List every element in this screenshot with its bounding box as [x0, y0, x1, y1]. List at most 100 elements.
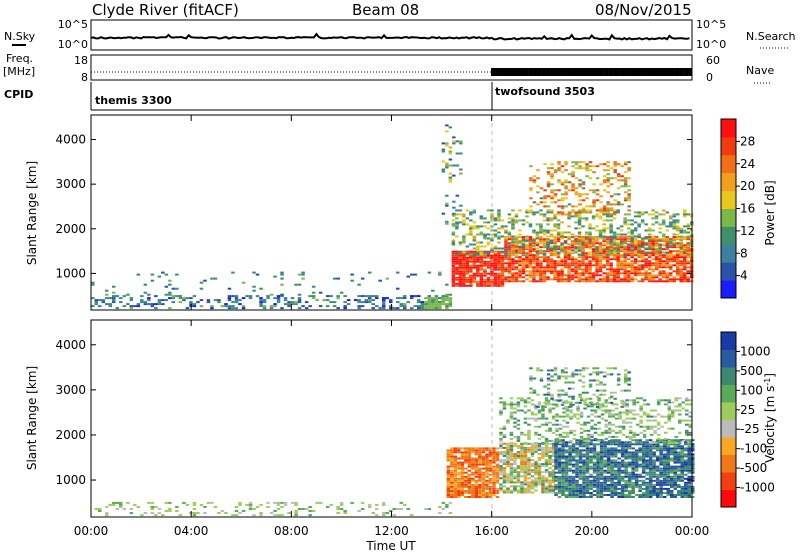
velocity-cell: [294, 503, 298, 506]
power-cell: [577, 266, 582, 269]
power-cell: [486, 264, 491, 267]
velocity-cell: [506, 481, 510, 484]
power-cell: [613, 199, 617, 202]
power-cell: [543, 189, 547, 192]
power-cell: [497, 215, 501, 218]
velocity-cell: [467, 473, 472, 476]
power-cell: [581, 252, 585, 255]
velocity-cell: [611, 435, 615, 438]
velocity-cell: [648, 453, 653, 456]
power-cell: [525, 264, 529, 267]
velocity-cell: [642, 435, 647, 438]
velocity-cell: [245, 503, 249, 506]
velocity-cell: [603, 475, 607, 478]
power-cell: [633, 252, 638, 255]
velocity-cell: [502, 461, 507, 464]
power-cell: [640, 250, 645, 253]
power-cell: [514, 272, 519, 275]
velocity-cell: [478, 457, 482, 460]
velocity-cell: [464, 490, 468, 492]
velocity-cell: [529, 391, 533, 394]
power-cell: [683, 276, 687, 279]
velocity-cell: [499, 439, 503, 442]
velocity-cell: [604, 423, 608, 426]
power-cell: [546, 262, 550, 265]
power-cell: [553, 242, 557, 245]
power-cell: [532, 239, 536, 242]
velocity-cell: [590, 433, 594, 436]
power-cell: [259, 287, 263, 290]
power-cell: [546, 268, 550, 271]
velocity-cell: [655, 443, 660, 446]
velocity-cell: [450, 459, 454, 462]
power-cell: [536, 169, 540, 172]
velocity-cell: [453, 487, 458, 490]
velocity-cell: [624, 475, 628, 478]
power-cell: [623, 197, 628, 200]
velocity-cell: [516, 489, 521, 492]
velocity-cell: [509, 477, 514, 480]
power-cell: [602, 179, 607, 182]
power-cell: [665, 229, 669, 232]
power-cell: [514, 247, 519, 250]
power-cell: [514, 241, 519, 244]
velocity-cell: [625, 399, 629, 402]
velocity-cell: [648, 439, 653, 442]
velocity-cell: [410, 514, 414, 517]
power-cell: [462, 262, 466, 265]
velocity-cell: [105, 514, 109, 517]
power-cell: [609, 251, 613, 254]
velocity-cell: [534, 465, 538, 468]
velocity-cell: [599, 483, 604, 486]
velocity-cell: [614, 417, 619, 420]
power-cell: [560, 233, 564, 236]
power-cell: [528, 223, 533, 226]
velocity-cell: [460, 453, 465, 456]
power-cell: [539, 241, 543, 244]
velocity-cell: [666, 463, 670, 466]
velocity-cell: [568, 453, 572, 456]
velocity-cell: [544, 465, 549, 468]
power-cell: [644, 260, 648, 263]
power-cell: [686, 244, 690, 247]
power-cell: [136, 273, 141, 276]
power-cell: [567, 246, 571, 249]
power-cell: [462, 272, 466, 275]
velocity-cell: [597, 421, 601, 424]
velocity-cell: [606, 461, 611, 464]
power-cell: [647, 251, 652, 254]
velocity-cell: [634, 439, 639, 442]
velocity-cell: [625, 405, 629, 408]
power-cell: [658, 274, 662, 277]
power-cell: [490, 247, 494, 250]
power-cell: [528, 254, 533, 257]
power-cell: [616, 203, 621, 206]
power-cell: [644, 242, 648, 245]
velocity-cell: [471, 496, 475, 498]
power-cell: [672, 243, 676, 246]
power-cell: [357, 295, 361, 298]
power-cell: [623, 241, 627, 244]
velocity-cell: [516, 477, 521, 480]
velocity-cell: [645, 496, 649, 498]
power-cell: [455, 209, 459, 212]
power-cell: [445, 164, 449, 167]
velocity-cell: [575, 453, 579, 456]
velocity-cell: [445, 506, 449, 508]
velocity-cell: [684, 459, 688, 462]
velocity-cell: [663, 477, 667, 480]
velocity-cell: [645, 447, 649, 450]
power-cell: [592, 203, 596, 206]
velocity-cell: [523, 455, 528, 457]
velocity-cell: [688, 419, 692, 422]
velocity-cell: [509, 397, 514, 400]
power-cell: [458, 270, 463, 273]
power-cell: [497, 268, 501, 271]
power-cell: [683, 258, 687, 261]
power-cell: [556, 272, 561, 275]
power-cell: [452, 206, 456, 209]
velocity-cell: [590, 425, 594, 428]
power-cell: [539, 260, 543, 263]
power-cell: [178, 297, 183, 300]
velocity-cell: [492, 471, 496, 474]
